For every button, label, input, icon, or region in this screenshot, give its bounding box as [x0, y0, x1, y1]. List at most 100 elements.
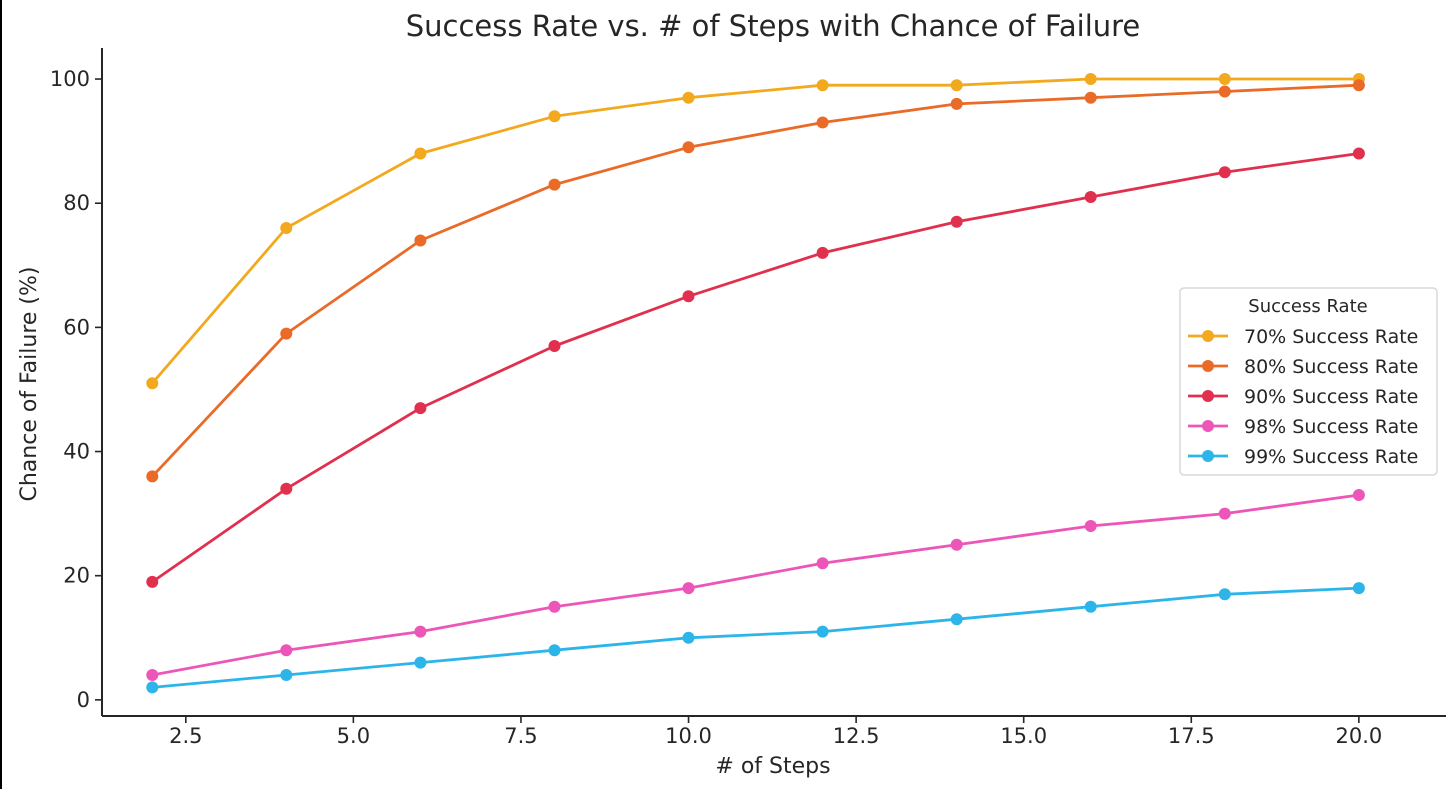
data-point [1218, 507, 1231, 520]
data-point [414, 656, 427, 669]
data-point [280, 327, 293, 340]
x-tick-label: 17.5 [1168, 724, 1215, 748]
data-point [950, 79, 963, 92]
data-point [146, 377, 159, 390]
data-point [548, 340, 561, 352]
data-point [1084, 91, 1097, 104]
x-tick-label: 20.0 [1335, 724, 1382, 748]
legend-label: 98% Success Rate [1244, 416, 1418, 438]
series-group [146, 489, 1365, 681]
legend: Success Rate 70% Success Rate 80% Success… [1179, 287, 1438, 476]
data-point [548, 110, 561, 123]
data-point [280, 482, 293, 495]
data-point [548, 644, 561, 657]
legend-label: 99% Success Rate [1244, 446, 1418, 468]
data-point [280, 644, 293, 657]
data-point [548, 178, 561, 191]
legend-marker [1202, 390, 1214, 402]
legend-item: 98% Success Rate [1188, 416, 1418, 438]
legend-item: 70% Success Rate [1188, 326, 1418, 348]
data-point [414, 402, 427, 415]
data-point [682, 290, 695, 303]
legend-item: 90% Success Rate [1188, 386, 1418, 408]
x-tick-label: 12.5 [833, 724, 880, 748]
series-line [151, 152, 1360, 584]
data-point [816, 116, 829, 129]
legend-item: 80% Success Rate [1188, 356, 1418, 378]
y-tick-label: 60 [63, 315, 90, 339]
x-axis-ticks: 2.5 5.0 7.5 10.0 12.5 15.0 17.5 20.0 [169, 716, 1382, 748]
data-point [414, 234, 427, 247]
series-line [152, 493, 1360, 677]
legend-label: 80% Success Rate [1244, 356, 1418, 378]
data-point [414, 625, 427, 638]
series-group [146, 73, 1365, 390]
x-tick-label: 2.5 [169, 724, 202, 748]
y-tick-label: 40 [63, 440, 90, 464]
data-point [816, 246, 829, 259]
data-point [816, 625, 829, 638]
data-point [816, 79, 829, 92]
data-point [1352, 582, 1365, 595]
data-point [146, 669, 159, 681]
chart-title: Success Rate vs. # of Steps with Chance … [406, 9, 1141, 43]
data-point [682, 631, 695, 644]
y-tick-label: 100 [50, 67, 90, 91]
data-point [414, 147, 427, 160]
legend-marker [1202, 330, 1214, 342]
data-point [146, 470, 159, 483]
legend-marker [1202, 450, 1214, 462]
data-point [1352, 147, 1365, 160]
series-line [151, 83, 1359, 478]
y-tick-label: 0 [77, 688, 90, 712]
series-group [146, 147, 1365, 588]
y-tick-label: 20 [63, 564, 90, 588]
data-point [950, 215, 963, 228]
data-point [1218, 85, 1231, 98]
x-tick-label: 5.0 [337, 724, 370, 748]
data-point [548, 600, 561, 613]
x-tick-label: 15.0 [1000, 724, 1047, 748]
data-point [280, 222, 293, 234]
data-point [1218, 73, 1231, 85]
legend-marker [1202, 420, 1214, 432]
legend-label: 90% Success Rate [1244, 386, 1418, 408]
legend-label: 70% Success Rate [1244, 326, 1418, 348]
x-axis-label: # of Steps [715, 754, 830, 779]
data-point [950, 97, 963, 110]
x-tick-label: 10.0 [665, 724, 712, 748]
data-point [950, 613, 963, 626]
data-point [146, 681, 159, 694]
series-group [146, 79, 1365, 483]
data-point [1352, 79, 1365, 92]
data-point [1084, 600, 1097, 613]
legend-marker [1202, 360, 1214, 372]
y-axis-label: Chance of Failure (%) [17, 267, 42, 502]
data-point [1084, 191, 1097, 203]
data-point [950, 538, 963, 551]
data-point [816, 557, 829, 570]
legend-items: 70% Success Rate 80% Success Rate 90% Succ… [1188, 326, 1418, 468]
data-point [146, 575, 159, 588]
data-point [1084, 73, 1097, 85]
legend-title: Success Rate [1248, 296, 1367, 317]
data-point [682, 582, 695, 595]
legend-item: 99% Success Rate [1188, 446, 1418, 468]
data-point [1352, 489, 1365, 501]
series-group [146, 582, 1365, 694]
series-line [152, 586, 1359, 689]
x-tick-label: 7.5 [504, 724, 537, 748]
data-point [280, 669, 293, 681]
series-layer [146, 73, 1365, 694]
y-tick-label: 80 [63, 191, 90, 215]
data-point [682, 141, 695, 154]
legend-box [1179, 287, 1438, 476]
data-point [1084, 520, 1097, 532]
y-axis-ticks: 0 20 40 60 80 100 [50, 67, 102, 712]
data-point [1218, 588, 1231, 601]
series-line [151, 77, 1359, 385]
data-point [682, 91, 695, 104]
data-point [1218, 166, 1231, 179]
